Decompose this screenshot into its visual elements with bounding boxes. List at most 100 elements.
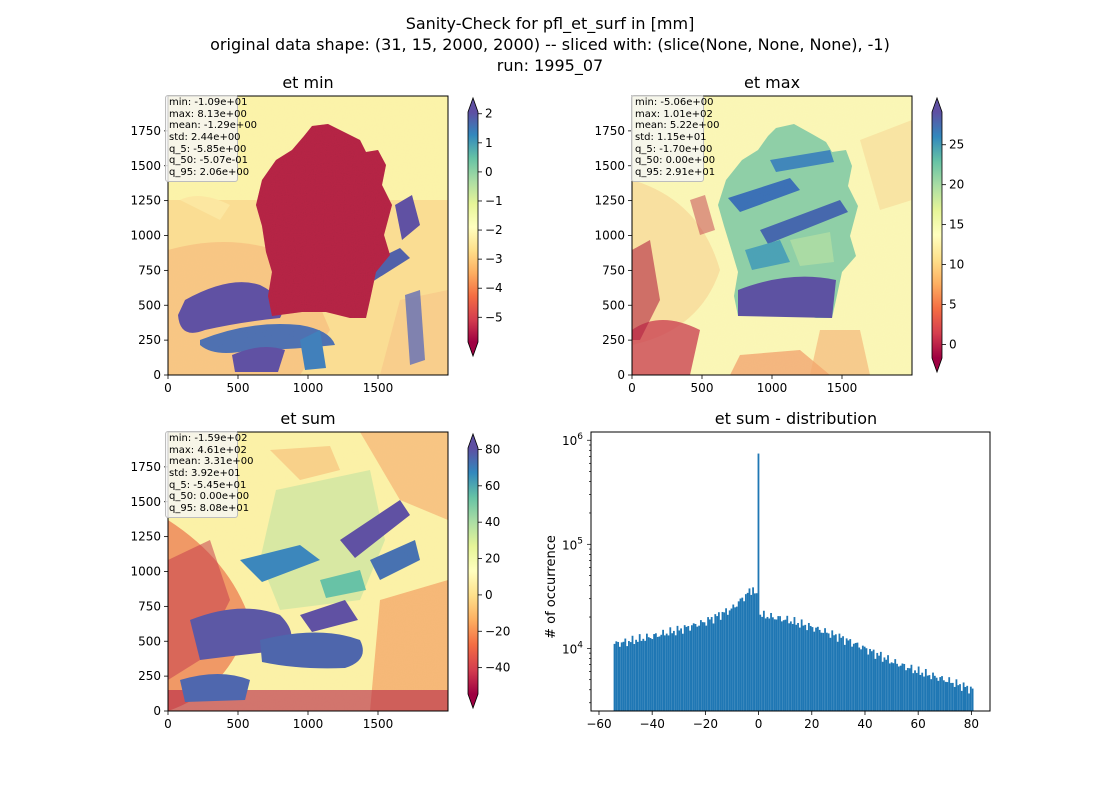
- histogram-bar: [912, 673, 915, 711]
- et-min-colorbar: [467, 96, 479, 358]
- et-min-heatmap: [168, 96, 448, 375]
- histogram-bar: [694, 623, 697, 711]
- histogram-bar: [779, 616, 781, 711]
- histogram-bar: [619, 646, 621, 711]
- histogram-bar: [685, 626, 688, 711]
- histogram-bar: [689, 630, 691, 711]
- histogram-bar: [773, 619, 776, 711]
- histogram-bar: [831, 630, 834, 711]
- x-tick-label: 500: [227, 381, 250, 395]
- histogram-bar: [971, 688, 974, 711]
- histogram-bar: [894, 659, 897, 711]
- histogram-bar: [933, 675, 936, 711]
- stat-q5: q_5: -1.70e+00: [635, 143, 713, 155]
- histogram-bar: [845, 638, 848, 711]
- x-tick-label: 80: [964, 717, 979, 731]
- histogram-bar: [782, 620, 785, 711]
- histogram-bar: [698, 625, 700, 711]
- stat-std: std: 2.44e+00: [169, 132, 241, 144]
- stat-mean: mean: 3.31e+00: [169, 456, 254, 468]
- histogram-bar: [942, 680, 945, 711]
- histogram-bar: [870, 651, 873, 711]
- histogram-bar: [800, 619, 803, 711]
- histogram-bar: [874, 658, 877, 711]
- histogram-bar: [833, 635, 835, 711]
- histogram-bar: [822, 632, 825, 711]
- stat-max: max: 4.61e+02: [169, 444, 247, 456]
- et-min-title: et min: [282, 73, 333, 92]
- histogram-bar: [876, 652, 879, 711]
- histogram-bar: [739, 598, 742, 711]
- histogram-bar: [701, 622, 704, 711]
- x-tick-label: 0: [628, 381, 636, 395]
- histogram-bar: [617, 641, 620, 711]
- histogram-bar: [847, 640, 850, 711]
- x-tick-label: −60: [586, 717, 611, 731]
- histogram-bar: [640, 640, 643, 711]
- histogram-bar: [944, 681, 947, 711]
- et-sum-colorbar: [467, 432, 479, 710]
- histogram-bar: [728, 610, 731, 711]
- histogram-bar: [683, 625, 686, 711]
- histogram-bar: [721, 611, 724, 711]
- histogram-bar: [861, 645, 864, 711]
- colorbar-tick-label: 20: [949, 178, 964, 192]
- histogram-bar: [690, 625, 693, 711]
- histogram-bar: [653, 634, 655, 711]
- histogram-bar: [903, 663, 906, 711]
- histogram-bar: [969, 686, 972, 711]
- histogram-bar: [786, 615, 789, 711]
- histogram-bar: [881, 661, 884, 711]
- histogram-ylabel: # of occurrence: [544, 535, 559, 639]
- histogram-bar: [946, 682, 949, 711]
- histogram-bar: [654, 633, 657, 711]
- y-tick-label: 1750: [130, 124, 161, 138]
- histogram-bar: [734, 607, 736, 711]
- histogram-bar: [628, 641, 630, 711]
- et-min-stats-box: min: -1.09e+01 max: 8.13e+00 mean: -1.29…: [165, 95, 257, 182]
- colorbar-tick-label: 5: [949, 297, 957, 311]
- y-tick-label: 1000: [594, 229, 625, 243]
- histogram-bar: [863, 646, 866, 711]
- histogram-bar: [737, 601, 740, 711]
- histogram-bar: [957, 685, 960, 711]
- histogram-bar: [878, 655, 880, 711]
- histogram-bar: [638, 634, 641, 711]
- histogram-bar: [834, 634, 837, 711]
- histogram-bar: [629, 642, 632, 711]
- histogram-bar: [753, 593, 756, 711]
- histogram-bar: [755, 593, 758, 711]
- et-sum-stats-box: min: -1.59e+02 max: 4.61e+02 mean: 3.31e…: [165, 431, 254, 518]
- histogram-bar: [633, 644, 636, 711]
- x-tick-label: 1500: [363, 381, 394, 395]
- y-tick-label: 500: [138, 298, 161, 312]
- histogram-bar: [705, 625, 708, 711]
- histogram-bar: [962, 682, 965, 711]
- stat-min: min: -1.09e+01: [169, 97, 248, 108]
- histogram-bar: [852, 643, 855, 711]
- histogram-bar: [735, 606, 738, 711]
- x-tick-label: 1000: [293, 381, 324, 395]
- y-tick-label: 1250: [130, 194, 161, 208]
- histogram-bar: [631, 635, 634, 711]
- x-tick-label: 500: [691, 381, 714, 395]
- stat-q50: q_50: 0.00e+00: [635, 155, 716, 167]
- colorbar-tick-label: 0: [485, 588, 493, 602]
- histogram-bar: [842, 636, 844, 711]
- histogram-bar: [901, 663, 904, 711]
- y-tick-label: 250: [138, 333, 161, 347]
- histogram-bar: [869, 648, 871, 711]
- stat-std: std: 1.15e+01: [635, 132, 707, 144]
- histogram-bar: [797, 622, 799, 711]
- stat-min: min: -1.59e+02: [169, 433, 248, 444]
- histogram-bar: [681, 633, 684, 711]
- et-max-heatmap: [632, 96, 912, 375]
- colorbar-tick-label: 2: [485, 107, 493, 121]
- histogram-bar: [637, 641, 639, 711]
- histogram-bar: [788, 623, 790, 711]
- histogram-bar: [651, 639, 654, 711]
- y-tick-label: 250: [602, 333, 625, 347]
- stat-max: max: 8.13e+00: [169, 108, 247, 120]
- histogram-bar: [746, 592, 749, 711]
- histogram-bar: [838, 633, 841, 711]
